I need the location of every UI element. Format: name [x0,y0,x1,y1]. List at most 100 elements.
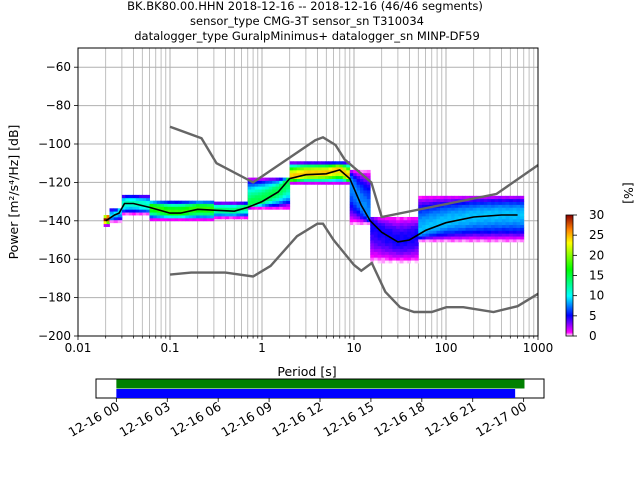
density-cell [363,216,368,220]
density-cell [469,210,474,214]
density-cell [178,209,183,213]
density-cell [282,192,287,196]
density-cell [247,186,252,190]
density-cell [240,201,245,205]
density-cell [261,183,266,187]
density-cell [469,230,474,234]
density-cell [501,207,506,211]
density-cell [505,236,510,240]
density-cell [366,213,371,217]
density-cell [128,212,133,216]
density-cell [465,239,470,243]
density-cell [461,230,466,234]
density-cell [265,206,270,210]
density-cell [421,195,426,200]
density-cell [483,239,488,243]
density-cell [498,224,503,228]
density-cell [346,167,351,171]
density-cell [289,164,294,168]
density-cell [300,161,305,165]
density-cell [516,239,521,243]
density-cell [414,245,419,250]
density-cell [282,206,287,210]
density-cell [300,167,305,171]
density-cell [516,204,521,208]
density-cell [310,175,315,179]
density-cell [163,203,168,207]
density-cell [282,186,287,190]
mode-curve [105,169,518,243]
density-cell [325,178,329,182]
density-cell [451,230,456,234]
density-cell [425,213,430,217]
density-cell [142,206,147,210]
density-cell [103,220,107,225]
density-cell [356,201,361,205]
density-cell [498,216,503,220]
density-cell [396,242,401,247]
density-cell [178,200,183,204]
density-cell [440,207,445,211]
density-cell [349,210,354,214]
density-cell [425,201,430,205]
density-cell [480,218,485,223]
density-cell [366,198,371,202]
density-cell [135,197,140,202]
density-cell [275,180,280,184]
density-cell [254,194,259,199]
density-cell [385,251,390,255]
density-cell [418,213,423,217]
density-cell [203,215,208,219]
density-cell [461,239,466,243]
density-cell [440,216,445,220]
density-cell [454,195,459,200]
density-cell [480,221,485,226]
density-cell [414,257,419,261]
density-cell [483,221,488,226]
density-cell [425,230,430,234]
density-cell [494,204,499,208]
density-cell [447,210,452,214]
density-cell [321,161,326,165]
density-cell [418,236,423,240]
density-cell [353,169,357,174]
density-cell [349,198,354,202]
density-cell [160,200,165,204]
density-cell [132,206,137,210]
density-cell [399,225,404,229]
density-cell [286,183,291,187]
density-cell [349,195,354,200]
density-cell [388,245,393,250]
density-cell [483,195,488,200]
density-cell [520,198,525,202]
density-cell [410,234,416,238]
density-cell [483,213,488,217]
density-cell [349,218,354,223]
density-cell [498,198,503,202]
density-cell [199,206,204,210]
density-cell [303,175,308,179]
density-cell [353,204,357,208]
density-cell [181,217,186,222]
density-cell [188,206,193,210]
density-cell [346,172,351,177]
density-cell [146,203,150,207]
density-cell [429,224,434,228]
density-cell [346,169,351,174]
density-cell [418,230,423,234]
density-cell [296,169,301,174]
density-cell [498,218,503,223]
density-cell [203,217,208,222]
density-cell [469,236,474,240]
density-cell [458,236,463,240]
density-cell [505,207,510,211]
density-cell [258,194,263,199]
density-cell [370,251,375,255]
density-cell [356,207,361,211]
density-cell [289,181,294,185]
density-cell [370,248,375,252]
density-cell [353,175,357,179]
density-cell [203,203,208,207]
density-cell [174,209,179,213]
